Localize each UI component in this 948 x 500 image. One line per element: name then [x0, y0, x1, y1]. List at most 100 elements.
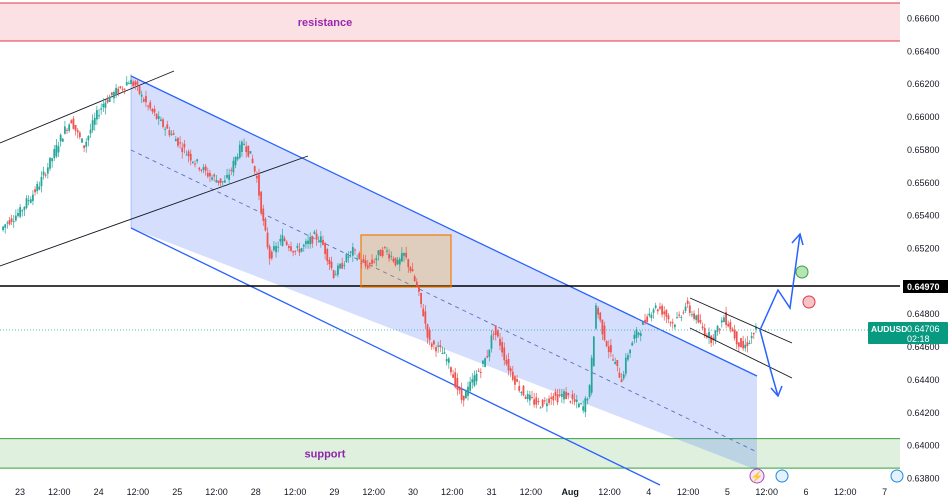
target-circle-red [802, 295, 816, 309]
candles-layer [2, 74, 757, 418]
candle-body [537, 401, 540, 403]
resistance-zone [0, 3, 900, 41]
candle-body [104, 102, 107, 108]
time-tick-label: 7 [882, 487, 887, 497]
candle-body [712, 337, 715, 341]
candle-body [313, 231, 316, 234]
candle-body [273, 245, 275, 251]
candle-body [610, 345, 612, 353]
candle-body [209, 172, 211, 177]
channel-median-line [130, 149, 758, 453]
candle-body [659, 306, 661, 309]
candle-body [159, 119, 162, 121]
bearish-arrow-head [770, 385, 783, 398]
candle-body [134, 81, 137, 86]
candle-body [748, 343, 751, 345]
candle-body [648, 313, 651, 316]
candle-body [362, 259, 365, 262]
candle-body [330, 261, 333, 269]
candle-body [345, 253, 348, 262]
candle-body [245, 146, 248, 153]
candle-body [520, 391, 523, 393]
candle-body [405, 252, 408, 258]
candle-body [682, 312, 685, 314]
candle-body [123, 88, 126, 90]
time-tick-label: 12:00 [755, 487, 778, 497]
candle-body [428, 329, 431, 341]
resistance-label: resistance [298, 17, 352, 29]
candle-body [554, 391, 557, 396]
candle-body [612, 359, 614, 361]
candle-body [490, 335, 493, 349]
candle-body [420, 292, 422, 304]
candle-body [191, 161, 194, 163]
price-axis[interactable]: 0.66600 0.66400 0.66200 0.66000 0.65800 0.656… [868, 14, 948, 484]
candle-body [102, 103, 105, 108]
price-tick-label: 0.65600 [907, 178, 940, 188]
candle-body [87, 135, 90, 141]
candle-body [381, 250, 384, 256]
candle-body [130, 79, 132, 85]
candle-body [447, 358, 450, 363]
candle-body [601, 319, 604, 335]
candle-body [14, 215, 17, 221]
candle-body [40, 176, 43, 187]
candle-body [407, 259, 410, 268]
candle-body [413, 276, 416, 281]
time-tick-label: 29 [329, 487, 339, 497]
candle-body [268, 246, 271, 259]
candle-body [388, 254, 390, 259]
candle-body [518, 386, 521, 391]
candle-body [575, 399, 578, 402]
candle-body [300, 248, 303, 252]
candle-body [688, 305, 691, 313]
price-tick-label: 0.64800 [907, 309, 940, 319]
candle-body [516, 379, 518, 382]
candle-body [375, 258, 378, 261]
candle-body [669, 322, 672, 324]
time-tick-label: 25 [172, 487, 182, 497]
candle-body [565, 391, 568, 400]
candle-body [686, 300, 689, 304]
candle-body [635, 329, 638, 339]
candle-body [172, 133, 175, 135]
time-tick-label: 23 [15, 487, 25, 497]
candle-body [221, 181, 224, 183]
candle-body [697, 314, 700, 323]
candle-body [364, 260, 367, 267]
candle-body [373, 261, 376, 263]
candle-body [735, 331, 738, 345]
candle-body [718, 328, 721, 330]
candle-body [482, 360, 484, 364]
candle-body [258, 174, 260, 196]
symbol-label: AUDUSD [871, 324, 907, 334]
candle-body [275, 245, 277, 253]
candle-body [4, 224, 7, 228]
candle-body [422, 308, 425, 317]
time-axis[interactable]: 23 12:00 24 12:00 25 12:00 28 12:00 29 12:00 30 12:… [15, 487, 887, 497]
candle-body [181, 147, 184, 153]
candle-body [514, 376, 516, 385]
candle-body [149, 102, 152, 109]
candle-body [708, 332, 710, 338]
candle-body [170, 133, 173, 135]
candle-body [115, 87, 118, 96]
candle-body [369, 262, 371, 264]
candle-body [234, 156, 237, 166]
candle-body [595, 305, 597, 329]
bullish-arrow-path [759, 233, 801, 331]
candle-body [53, 149, 56, 159]
candle-body [253, 166, 256, 172]
candle-body [486, 356, 489, 358]
candle-body [752, 333, 755, 335]
time-tick-label: 12:00 [441, 487, 464, 497]
candle-body [341, 263, 344, 269]
candle-body [400, 253, 403, 262]
candle-body [279, 238, 282, 242]
candle-body [676, 317, 678, 319]
candle-body [309, 237, 312, 245]
candle-body [270, 251, 273, 259]
candle-body [322, 240, 324, 245]
